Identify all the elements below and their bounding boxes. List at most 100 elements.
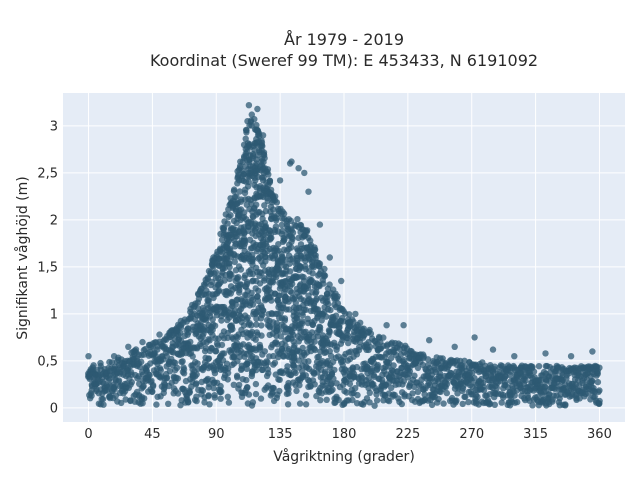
data-point [373, 391, 380, 398]
data-point [273, 274, 280, 281]
data-point [103, 387, 111, 394]
data-point [217, 230, 224, 238]
data-point [383, 322, 390, 329]
x-tick-label: 90 [208, 427, 225, 442]
data-point [302, 306, 309, 313]
data-point [524, 392, 531, 399]
data-point [244, 360, 251, 367]
data-point [309, 270, 316, 277]
data-point [472, 392, 480, 399]
data-point [542, 350, 549, 357]
data-point [453, 397, 460, 404]
data-point [424, 356, 432, 363]
data-point [177, 402, 184, 409]
data-point [537, 377, 545, 384]
data-point [335, 324, 343, 331]
data-point [249, 301, 257, 308]
data-point [173, 327, 180, 334]
data-point [223, 360, 231, 367]
data-point [243, 376, 250, 384]
data-point [276, 387, 283, 395]
data-point [380, 334, 387, 341]
data-point [311, 246, 318, 254]
data-point [288, 158, 295, 165]
data-point [233, 193, 240, 200]
data-point [265, 171, 272, 178]
data-point [254, 131, 262, 139]
data-point [316, 263, 323, 270]
data-point [228, 271, 235, 278]
data-point [110, 385, 117, 392]
data-point [338, 277, 345, 285]
data-point [115, 377, 123, 384]
data-point [193, 371, 200, 378]
data-point [352, 310, 359, 318]
data-point [171, 359, 179, 366]
data-point [234, 374, 241, 381]
data-point [273, 199, 281, 206]
data-point [354, 391, 361, 399]
data-point [245, 391, 253, 398]
data-point [254, 297, 262, 305]
data-point [480, 383, 487, 390]
data-point [272, 193, 279, 200]
data-point [471, 334, 478, 341]
data-point [352, 385, 359, 392]
data-point [249, 255, 256, 262]
data-point [218, 341, 226, 349]
data-point [248, 289, 255, 297]
data-point [105, 377, 113, 384]
data-point [224, 393, 231, 400]
data-point [346, 311, 353, 318]
data-point [261, 348, 268, 355]
data-point [224, 334, 231, 341]
data-point [221, 277, 228, 284]
data-point [343, 389, 350, 396]
data-point [210, 254, 217, 261]
data-point [305, 188, 312, 195]
data-point [90, 362, 97, 369]
data-point [257, 344, 264, 351]
data-point [230, 381, 237, 388]
data-point [253, 248, 261, 255]
data-point [200, 330, 207, 337]
data-point [243, 280, 251, 288]
data-point [192, 381, 200, 388]
data-point [139, 400, 146, 407]
data-point [238, 365, 245, 372]
data-point [293, 315, 301, 322]
data-point [366, 389, 373, 396]
data-point [253, 264, 260, 272]
data-point [153, 401, 160, 408]
data-point [414, 388, 422, 395]
data-point [266, 227, 274, 235]
data-point [303, 228, 310, 236]
data-point [461, 357, 468, 364]
data-point [278, 221, 285, 229]
data-point [374, 361, 382, 369]
data-point [594, 378, 602, 386]
data-point [489, 346, 497, 353]
data-point [220, 350, 228, 357]
data-point [367, 330, 375, 337]
data-point [511, 353, 518, 360]
data-point [284, 401, 292, 408]
data-point [206, 337, 213, 344]
data-point [234, 274, 242, 281]
data-point [165, 400, 172, 407]
data-point [141, 395, 148, 402]
data-point [371, 402, 378, 409]
data-point [443, 389, 450, 397]
data-point [289, 235, 296, 243]
data-point [229, 326, 236, 333]
data-points [85, 102, 603, 409]
data-point [439, 355, 446, 362]
data-point [189, 353, 196, 360]
data-point [301, 169, 308, 177]
data-point [596, 397, 603, 405]
data-point [266, 179, 274, 186]
data-point [258, 366, 266, 374]
data-point [125, 343, 132, 350]
data-point [440, 400, 447, 407]
data-point [244, 118, 251, 125]
